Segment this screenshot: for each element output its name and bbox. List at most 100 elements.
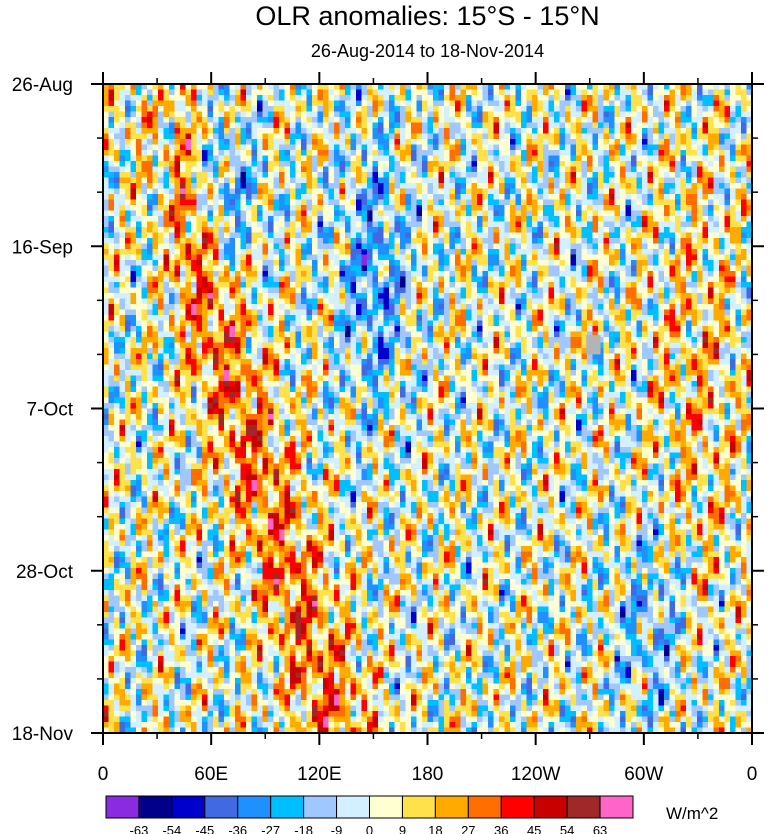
field-cell bbox=[141, 183, 148, 190]
field-cell bbox=[614, 133, 621, 140]
field-cell bbox=[708, 265, 715, 272]
field-cell bbox=[675, 106, 682, 113]
field-cell bbox=[202, 276, 209, 283]
field-cell bbox=[125, 249, 132, 256]
field-cell bbox=[191, 89, 198, 96]
field-cell bbox=[526, 177, 533, 184]
field-cell bbox=[614, 238, 621, 245]
field-cell bbox=[295, 216, 302, 223]
field-cell bbox=[482, 133, 489, 140]
field-cell bbox=[158, 287, 165, 294]
field-cell bbox=[229, 304, 236, 311]
field-cell bbox=[493, 122, 500, 129]
field-cell bbox=[394, 265, 401, 272]
field-cell bbox=[565, 111, 572, 118]
field-cell bbox=[444, 309, 451, 316]
field-cell bbox=[350, 133, 357, 140]
field-cell bbox=[449, 199, 456, 206]
field-cell bbox=[378, 177, 385, 184]
field-cell bbox=[642, 260, 649, 267]
field-cell bbox=[433, 199, 440, 206]
field-cell bbox=[273, 100, 280, 107]
field-cell bbox=[482, 221, 489, 228]
field-cell bbox=[592, 293, 599, 300]
field-cell bbox=[521, 271, 528, 278]
field-cell bbox=[103, 183, 110, 190]
field-cell bbox=[702, 155, 709, 162]
field-cell bbox=[680, 188, 687, 195]
field-cell bbox=[416, 139, 423, 146]
field-cell bbox=[444, 183, 451, 190]
field-cell bbox=[284, 210, 291, 217]
field-cell bbox=[620, 150, 627, 157]
field-cell bbox=[559, 293, 566, 300]
field-cell bbox=[647, 227, 654, 234]
field-cell bbox=[136, 177, 143, 184]
field-cell bbox=[499, 139, 506, 146]
field-cell bbox=[614, 188, 621, 195]
field-cell bbox=[323, 249, 330, 256]
field-cell bbox=[163, 249, 170, 256]
field-cell bbox=[691, 172, 698, 179]
field-cell bbox=[301, 161, 308, 168]
field-cell bbox=[554, 133, 561, 140]
field-cell bbox=[191, 194, 198, 201]
field-cell bbox=[257, 111, 264, 118]
field-cell bbox=[279, 221, 286, 228]
field-cell bbox=[631, 298, 638, 305]
field-cell bbox=[554, 282, 561, 289]
field-cell bbox=[301, 249, 308, 256]
field-cell bbox=[163, 133, 170, 140]
field-cell bbox=[295, 95, 302, 102]
field-cell bbox=[526, 293, 533, 300]
field-cell bbox=[345, 133, 352, 140]
field-cell bbox=[416, 227, 423, 234]
field-cell bbox=[114, 128, 121, 135]
field-cell bbox=[158, 194, 165, 201]
field-cell bbox=[152, 95, 159, 102]
field-cell bbox=[625, 287, 632, 294]
field-cell bbox=[438, 298, 445, 305]
field-cell bbox=[235, 232, 242, 239]
field-cell bbox=[350, 188, 357, 195]
field-cell bbox=[713, 238, 720, 245]
field-cell bbox=[350, 177, 357, 184]
field-cell bbox=[383, 177, 390, 184]
field-cell bbox=[702, 150, 709, 157]
field-cell bbox=[548, 139, 555, 146]
field-cell bbox=[295, 238, 302, 245]
field-cell bbox=[532, 304, 539, 311]
field-cell bbox=[515, 309, 522, 316]
field-cell bbox=[262, 216, 269, 223]
field-cell bbox=[675, 232, 682, 239]
field-cell bbox=[295, 254, 302, 261]
field-cell bbox=[191, 249, 198, 256]
field-cell bbox=[724, 172, 731, 179]
field-cell bbox=[257, 238, 264, 245]
field-cell bbox=[158, 89, 165, 96]
field-cell bbox=[532, 227, 539, 234]
field-cell bbox=[383, 155, 390, 162]
field-cell bbox=[378, 293, 385, 300]
field-cell bbox=[488, 276, 495, 283]
field-cell bbox=[713, 232, 720, 239]
field-cell bbox=[537, 166, 544, 173]
field-cell bbox=[493, 287, 500, 294]
field-cell bbox=[207, 265, 214, 272]
field-cell bbox=[422, 84, 429, 91]
field-cell bbox=[427, 210, 434, 217]
field-cell bbox=[620, 199, 627, 206]
field-cell bbox=[323, 139, 330, 146]
field-cell bbox=[229, 216, 236, 223]
field-cell bbox=[713, 227, 720, 234]
field-cell bbox=[702, 293, 709, 300]
field-cell bbox=[323, 172, 330, 179]
field-cell bbox=[609, 144, 616, 151]
field-cell bbox=[559, 122, 566, 129]
field-cell bbox=[675, 111, 682, 118]
field-cell bbox=[713, 183, 720, 190]
field-cell bbox=[625, 150, 632, 157]
field-cell bbox=[570, 89, 577, 96]
field-cell bbox=[383, 166, 390, 173]
